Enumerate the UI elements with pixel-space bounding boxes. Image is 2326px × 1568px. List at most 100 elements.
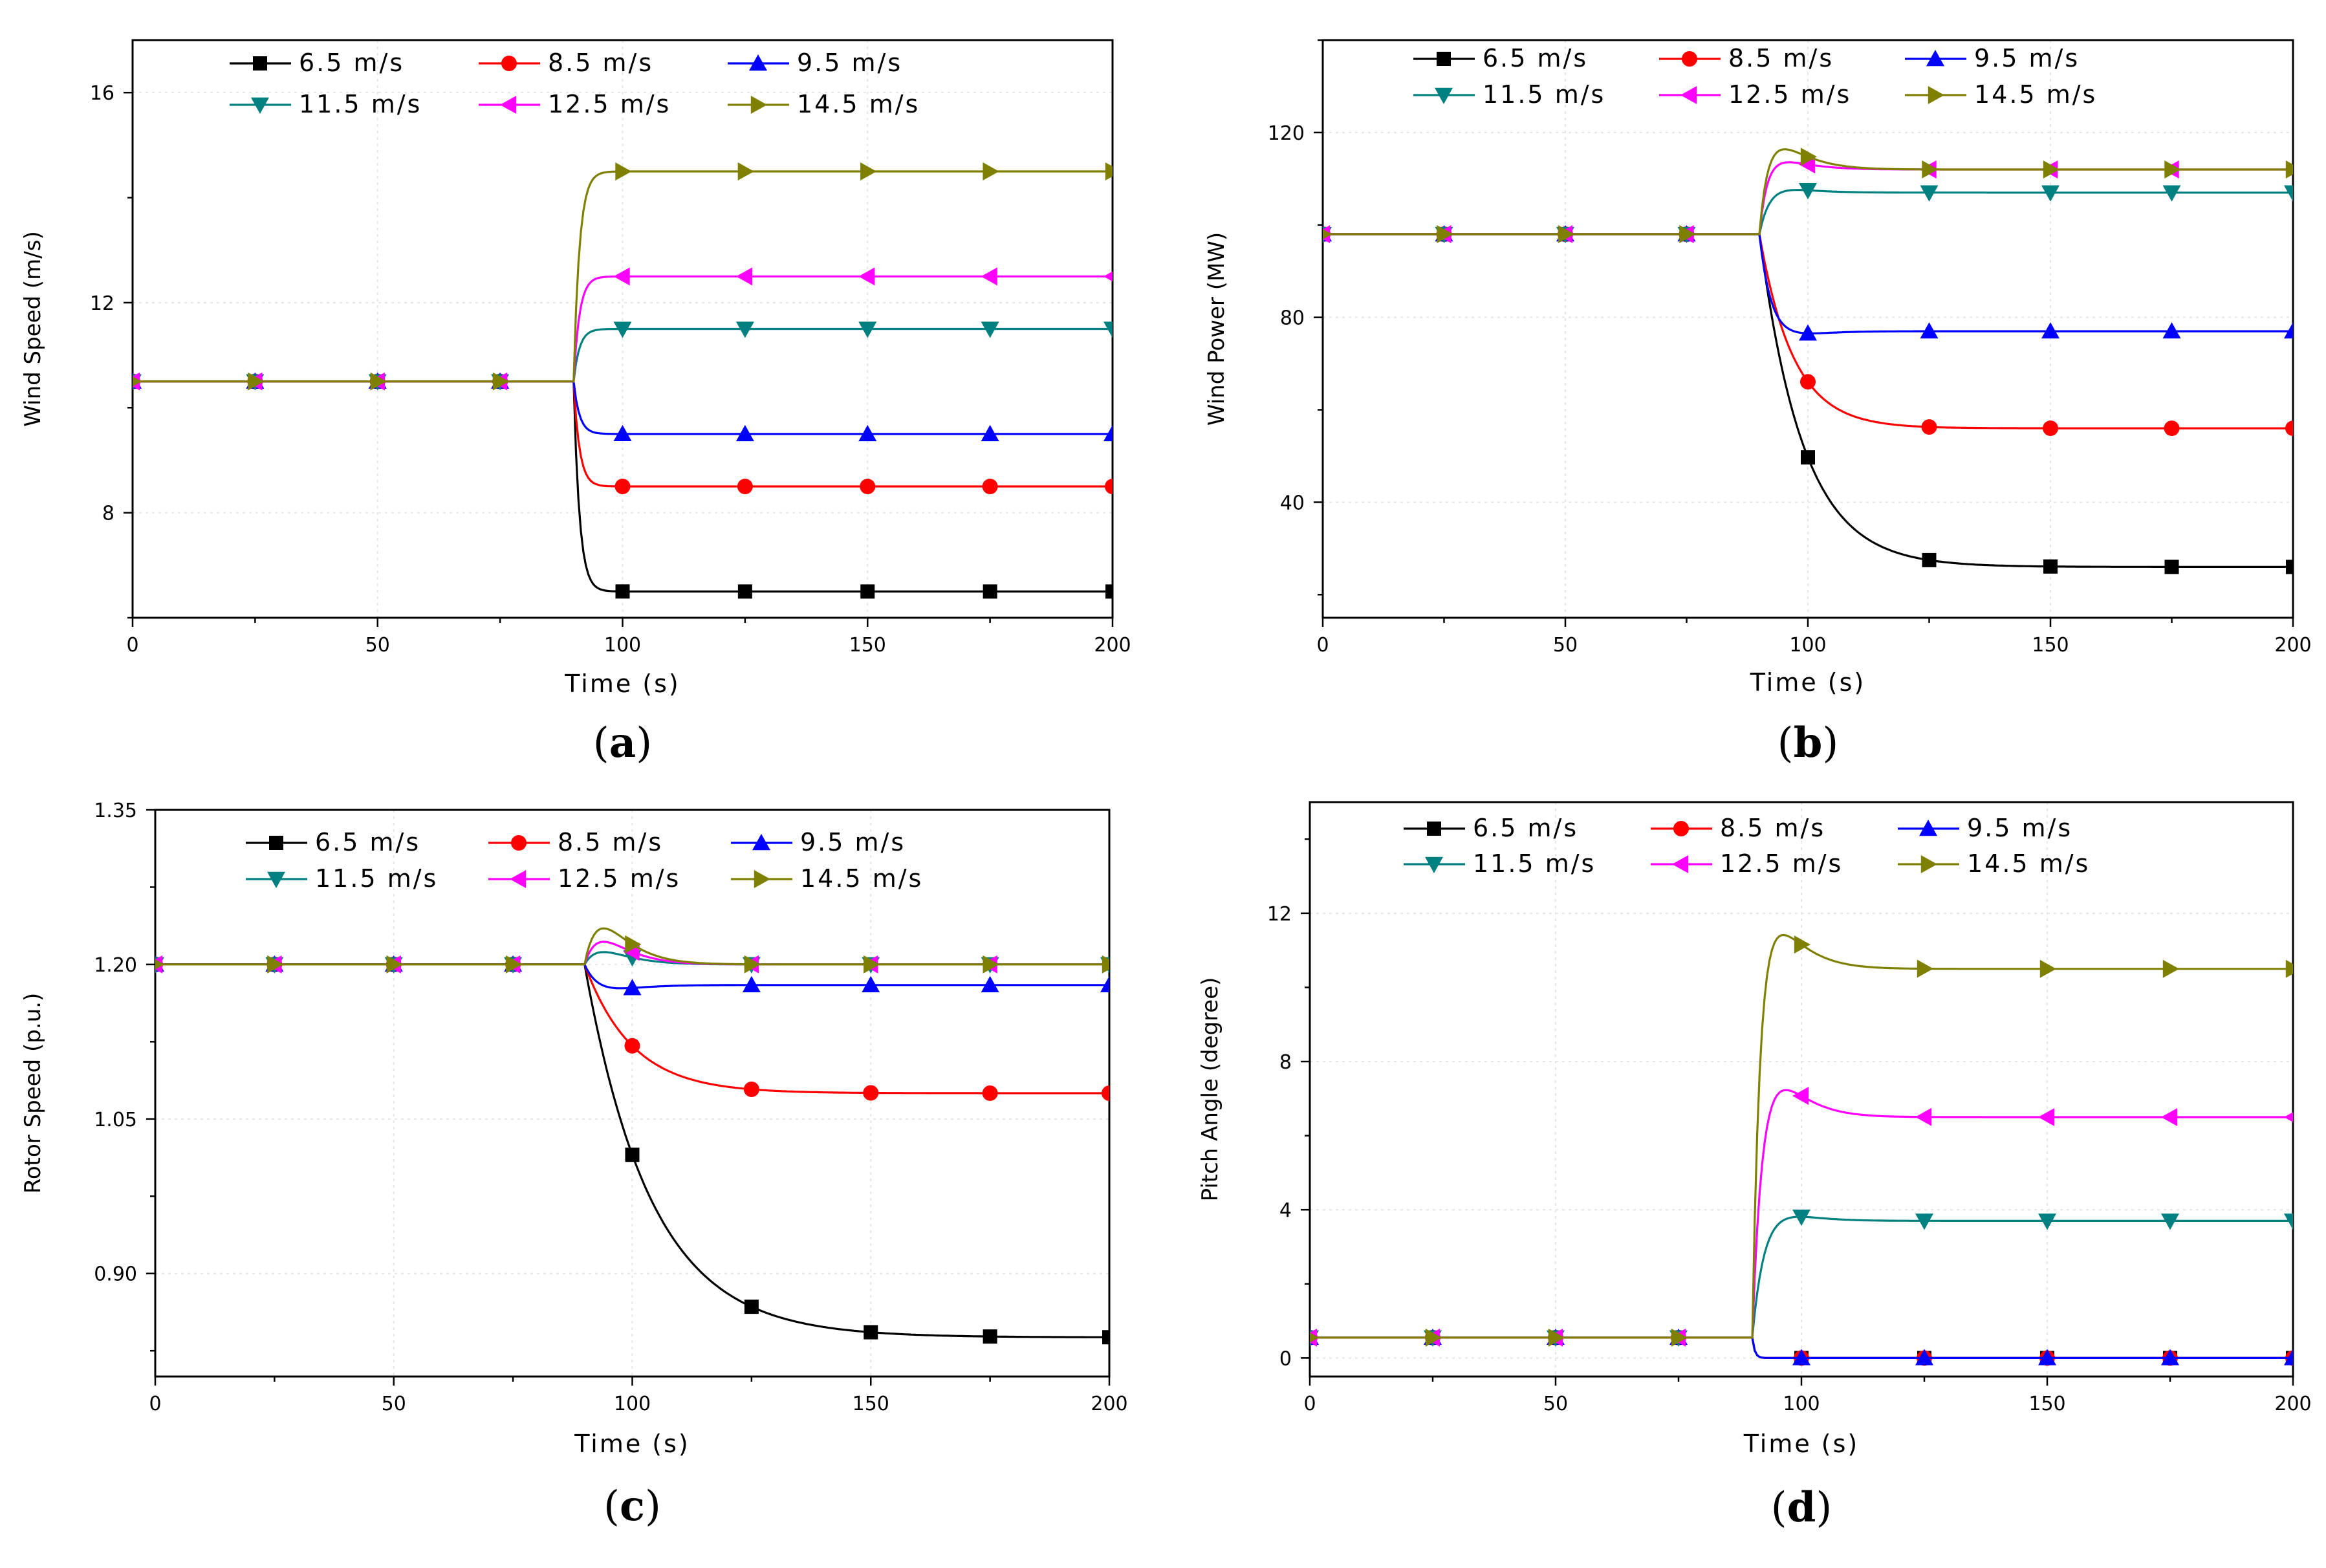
panel-paren-close: ) [636, 719, 652, 767]
legend-item-8-5-m-s: 8.5 m/s [479, 49, 653, 77]
data-point [2041, 322, 2060, 339]
data-point [1105, 479, 1113, 495]
data-point [1794, 935, 1810, 954]
chart-panel-b: 0 50 100 150 200 40 80 120 Time (s) Wind Power (M… [1204, 39, 2312, 767]
legend-item-8-5-m-s: 8.5 m/s [1651, 814, 1823, 842]
legend-marker [1437, 52, 1451, 66]
x-tick-label: 50 [1543, 1393, 1568, 1415]
data-point [623, 979, 642, 996]
data-point [1922, 160, 1939, 179]
data-point [2038, 1214, 2056, 1230]
y-tick-label: 12 [1267, 903, 1292, 926]
data-point [981, 267, 997, 286]
legend-item-9-5-m-s: 9.5 m/s [1905, 44, 2080, 72]
y-tick-label: 0.90 [94, 1263, 137, 1286]
legend: 6.5 m/s 8.5 m/s 9.5 m/s 11.5 m/s 12.5 m/s 14.… [1413, 44, 2097, 109]
panel-letter: b [1794, 719, 1823, 767]
x-tick-label: 100 [1789, 634, 1826, 657]
legend-label: 6.5 m/s [1473, 814, 1578, 842]
legend-marker [1919, 820, 1937, 836]
data-point [863, 1085, 879, 1101]
panel-letter: a [609, 719, 636, 767]
legend-label: 14.5 m/s [1967, 849, 2090, 878]
x-tick-label: 150 [2032, 634, 2069, 657]
data-point [1558, 225, 1574, 244]
y-axis-title: Wind Power (MW) [1204, 232, 1230, 426]
x-tick-label: 150 [853, 1393, 889, 1415]
data-point [2161, 1349, 2179, 1366]
data-point [2285, 160, 2293, 179]
data-point [1915, 1214, 1933, 1230]
legend-item-11-5-m-s: 11.5 m/s [246, 864, 436, 893]
legend-item-6-5-m-s: 6.5 m/s [246, 828, 418, 856]
legend-item-12-5-m-s: 12.5 m/s [1651, 849, 1843, 878]
data-point [2161, 1214, 2179, 1230]
x-axis-title: Time (s) [1743, 1430, 1860, 1458]
legend-label: 6.5 m/s [1483, 44, 1588, 72]
legend-label: 9.5 m/s [1967, 814, 2072, 842]
data-point [1921, 419, 1937, 435]
legend-label: 9.5 m/s [1974, 44, 2080, 72]
data-point [735, 424, 754, 442]
legend-label: 6.5 m/s [299, 49, 404, 77]
data-point [2164, 560, 2179, 574]
legend-item-14-5-m-s: 14.5 m/s [1905, 80, 2097, 109]
y-tick-label: 120 [1268, 122, 1305, 145]
data-point [613, 321, 632, 338]
data-point [860, 479, 876, 495]
legend-item-14-5-m-s: 14.5 m/s [1898, 849, 2090, 878]
legend-label: 8.5 m/s [548, 49, 653, 77]
legend-marker [267, 871, 285, 888]
series-14-5-m-s [1310, 933, 2293, 1347]
legend-marker [750, 96, 767, 114]
panel-paren-open: ( [603, 1483, 620, 1530]
series-14-5-m-s [1323, 147, 2293, 244]
legend-marker [1682, 51, 1697, 67]
data-point [1103, 321, 1113, 338]
data-point [492, 372, 510, 391]
panel-label: (a) [593, 719, 652, 767]
data-point [744, 955, 761, 974]
y-axis-title: Rotor Speed (p.u.) [20, 993, 46, 1193]
data-point [1792, 1349, 1810, 1366]
x-tick-label: 0 [149, 1393, 161, 1415]
data-point [2284, 1112, 2293, 1122]
data-point [615, 162, 632, 181]
data-point [2284, 1214, 2293, 1230]
y-tick-label: 1.05 [94, 1109, 137, 1131]
data-point [858, 267, 875, 286]
data-point [2043, 160, 2060, 179]
data-point [2164, 420, 2180, 437]
data-point [2162, 322, 2181, 339]
x-tick-label: 50 [1553, 634, 1578, 657]
y-tick-label: 40 [1280, 492, 1305, 514]
data-point [2285, 959, 2293, 978]
panel-paren-close: ) [1822, 719, 1838, 767]
legend-label: 12.5 m/s [548, 90, 671, 118]
data-point [2043, 559, 2058, 574]
data-point [735, 321, 754, 338]
legend-label: 11.5 m/s [1483, 80, 1605, 109]
legend-label: 14.5 m/s [1974, 80, 2097, 109]
legend-item-9-5-m-s: 9.5 m/s [1898, 814, 2072, 842]
series-14-5-m-s [155, 927, 1109, 974]
panel-letter: d [1787, 1483, 1816, 1532]
data-point [2038, 1349, 2056, 1366]
data-point [2043, 420, 2058, 437]
data-point [615, 584, 630, 599]
legend-label: 14.5 m/s [797, 90, 920, 118]
legend-item-11-5-m-s: 11.5 m/s [1404, 849, 1594, 878]
data-point [1102, 1085, 1109, 1101]
series-6-5-m-s [1323, 227, 2293, 574]
data-point [743, 1081, 759, 1097]
data-point [1915, 1349, 1933, 1366]
legend-label: 12.5 m/s [1720, 849, 1843, 878]
legend-marker [501, 56, 517, 71]
legend-marker [1928, 86, 1944, 104]
data-point [1792, 1087, 1809, 1105]
panel-label: (d) [1771, 1483, 1832, 1532]
data-point [624, 1038, 640, 1054]
data-point [1920, 322, 1939, 339]
legend-label: 14.5 m/s [800, 864, 923, 893]
y-tick-label: 16 [90, 82, 114, 105]
